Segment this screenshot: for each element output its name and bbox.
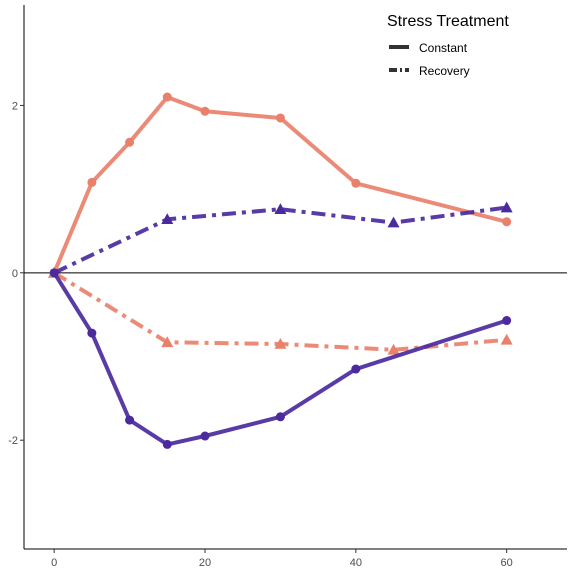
data-point	[200, 431, 210, 441]
axes: 0 20 40 60 -2 0 2	[8, 5, 567, 569]
data-point	[161, 336, 174, 348]
x-tick-label: 40	[350, 557, 362, 569]
data-point	[87, 328, 97, 338]
y-tick-label: 2	[12, 100, 18, 112]
series-line	[53, 205, 507, 275]
data-point	[275, 412, 285, 422]
y-tick-label: -2	[8, 435, 18, 447]
series-line	[52, 271, 508, 447]
data-point	[351, 364, 361, 374]
y-tick-label: 0	[12, 268, 18, 280]
data-point	[125, 137, 135, 147]
data-point	[125, 415, 135, 425]
x-tick-label: 20	[199, 557, 211, 569]
series-constant	[49, 92, 512, 278]
data-point	[500, 201, 513, 213]
data-point	[49, 268, 59, 278]
legend-label-constant: Constant	[419, 41, 468, 55]
data-point	[274, 203, 287, 215]
data-point	[387, 343, 400, 355]
data-point	[502, 217, 512, 227]
legend: Stress Treatment Constant Recovery	[387, 13, 509, 78]
series-recovery	[48, 201, 513, 278]
data-point	[200, 106, 210, 116]
data-point	[87, 177, 97, 187]
x-tick-label: 0	[51, 557, 57, 569]
series-constant	[49, 268, 512, 449]
data-point	[275, 113, 285, 123]
data-point	[162, 439, 172, 449]
series-layer	[48, 92, 513, 449]
legend-title: Stress Treatment	[387, 13, 509, 30]
data-point	[161, 213, 174, 225]
data-point	[162, 92, 172, 102]
x-tick-label: 60	[501, 557, 513, 569]
data-point	[500, 333, 513, 345]
data-point	[387, 216, 400, 228]
data-point	[351, 178, 361, 188]
data-point	[274, 337, 287, 349]
legend-label-recovery: Recovery	[419, 64, 470, 78]
data-point	[502, 316, 512, 326]
series-line	[52, 95, 508, 274]
